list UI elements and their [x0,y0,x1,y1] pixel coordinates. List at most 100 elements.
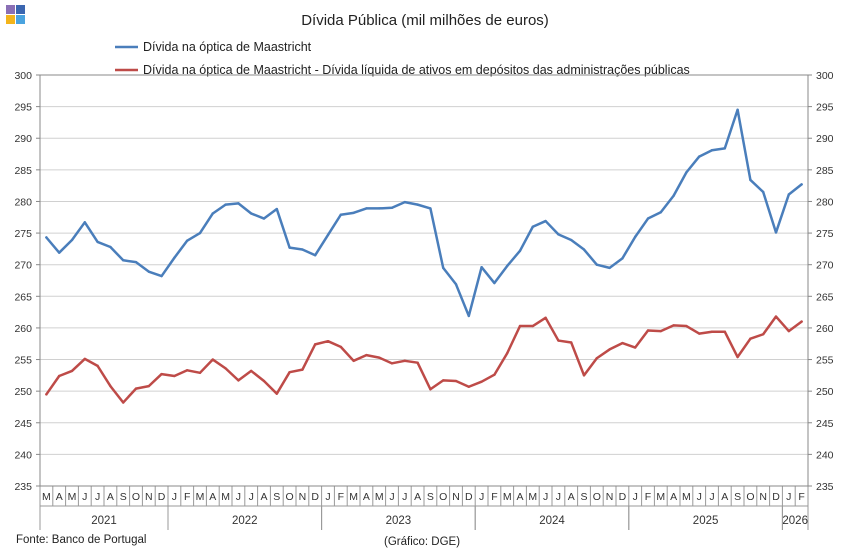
y-tick-label: 240 [14,449,32,461]
data-point [314,254,317,257]
x-month-label: O [746,491,754,503]
data-point [787,193,790,196]
x-month-label: J [697,491,702,503]
data-point [237,202,240,205]
gridlines [40,74,808,487]
y-tick-label: 300 [816,70,834,82]
x-month-label: J [389,491,394,503]
data-point [109,245,112,249]
x-month-label: M [503,491,512,503]
x-month-label: M [349,491,358,503]
data-point [762,190,765,194]
x-month-label: N [299,491,307,503]
y-tick-label: 235 [14,481,32,493]
x-month-label: F [491,491,497,503]
x-month-label: M [682,491,691,503]
data-point [582,248,586,251]
x-month-label: M [196,491,205,503]
data-point [198,231,202,235]
data-point [96,364,99,368]
data-point [595,263,598,266]
data-point [301,368,304,371]
legend-label-series-2: Dívida na óptica de Maastricht - Dívida … [143,63,690,77]
data-point [659,329,662,333]
x-month-label: J [172,491,177,503]
y-tick-label: 285 [14,165,32,177]
y-tick-label: 265 [816,291,834,303]
data-point [774,315,778,318]
data-point [186,369,189,372]
data-point [621,341,624,345]
y-tick-label: 290 [816,133,834,145]
y-tick-label: 285 [816,165,834,177]
x-month-label: O [286,491,294,503]
data-point [275,207,278,211]
y-tick-label: 250 [14,386,32,398]
data-point [544,316,547,320]
data-point [134,387,138,390]
data-point [557,233,560,236]
data-point [416,361,419,364]
data-point [698,332,701,335]
data-point [736,108,739,111]
x-month-label: A [721,491,728,503]
y-tick-label: 270 [14,260,32,272]
data-point [429,388,432,391]
x-month-label: A [56,491,63,503]
data-point [531,324,534,328]
data-point [442,379,445,382]
data-point [672,194,675,197]
data-point [467,385,470,388]
data-point [416,203,419,206]
data-point [659,211,662,214]
x-month-label: J [402,491,407,503]
x-month-label: A [209,491,216,503]
data-point [749,337,752,340]
logo-square-icon [16,15,25,24]
series-lines [45,108,803,404]
x-month-label: M [221,491,230,503]
y-tick-label: 260 [14,323,32,335]
data-point [198,371,202,375]
data-point [736,355,739,359]
y-tick-label: 295 [14,102,32,114]
data-point [698,155,701,158]
data-point [403,359,406,362]
y-tick-label: 240 [816,449,834,461]
y-tick-label: 290 [14,133,32,145]
x-month-label: J [236,491,241,503]
x-month-label: S [427,491,434,503]
x-month-label: M [375,491,384,503]
y-tick-label: 255 [14,355,32,367]
data-point [544,219,547,223]
data-point [710,330,714,333]
data-point [685,171,688,174]
data-point [480,266,483,269]
data-point [58,374,61,378]
x-month-label: M [656,491,665,503]
dge-logo-icon [6,5,26,25]
data-point [109,384,112,388]
data-point [250,369,253,373]
y-tick-label: 280 [816,196,834,208]
data-point [186,239,189,242]
x-month-label: A [670,491,677,503]
data-point [480,380,483,383]
data-point [570,238,573,242]
x-month-label: S [734,491,741,503]
y-tick-label: 245 [14,418,32,430]
x-month-label: A [363,491,370,503]
data-point [211,212,214,215]
x-month-label: J [786,491,791,503]
x-month-label: F [798,491,804,503]
data-point [58,251,61,254]
series-line-1 [45,108,803,318]
data-point [45,236,48,239]
data-point [275,392,278,395]
source-note: Fonte: Banco de Portugal [16,534,147,546]
data-point [237,379,240,382]
data-point [378,207,381,210]
x-month-label: J [479,491,484,503]
data-point [800,183,803,186]
